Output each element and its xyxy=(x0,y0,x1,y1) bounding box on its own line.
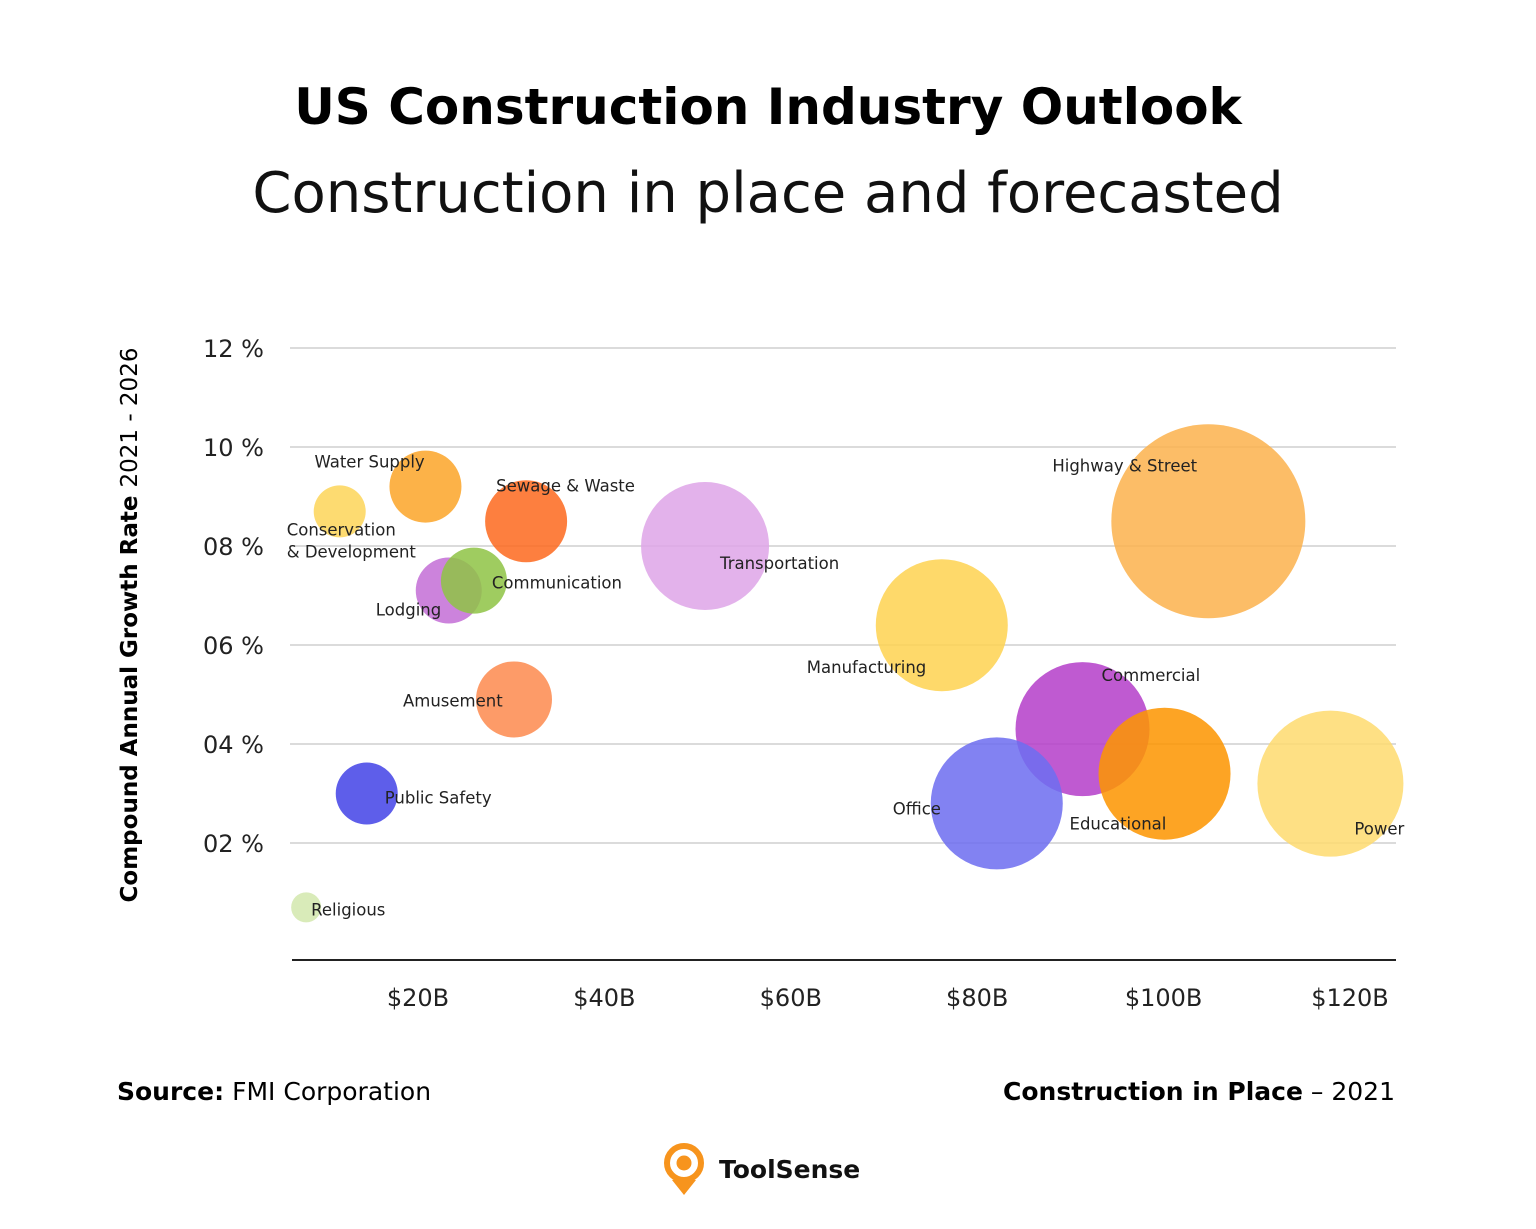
bubble-transportation xyxy=(641,482,770,610)
grid xyxy=(290,347,1396,844)
bubble-label: Lodging xyxy=(376,601,441,620)
location-pin-icon xyxy=(664,1143,704,1195)
bubble-educational xyxy=(1098,707,1231,840)
x-axis-ticks: $20B $40B $60B $80B $100B $120B xyxy=(387,984,1389,1012)
bubble-labels: Religious Conservation & Development Water … xyxy=(287,453,1405,920)
bubble-label: Highway & Street xyxy=(1052,456,1197,475)
bubble-conservation xyxy=(313,485,366,538)
y-tick-label: 12 % xyxy=(203,335,264,363)
x-tick-label: $20B xyxy=(387,984,449,1012)
bubble-office xyxy=(930,737,1063,870)
source-note: Source: FMI Corporation xyxy=(117,1077,431,1106)
bubble-label: Power xyxy=(1354,820,1404,839)
bubble-label: Public Safety xyxy=(385,789,492,808)
bubble-label: Commercial xyxy=(1102,666,1201,685)
bubble-religious xyxy=(291,892,322,923)
bubble-label: Conservation & Development xyxy=(287,520,417,561)
x-tick-label: $100B xyxy=(1125,984,1203,1012)
bubble-label: Educational xyxy=(1070,815,1167,834)
y-tick-label: 08 % xyxy=(203,533,264,561)
bubble-highway-street xyxy=(1111,424,1306,619)
source-value: FMI Corporation xyxy=(232,1077,431,1106)
bubble-label: Sewage & Waste xyxy=(496,476,635,495)
bubble-label: Amusement xyxy=(403,691,503,710)
y-tick-label: 02 % xyxy=(203,830,264,858)
x-tick-label: $40B xyxy=(573,984,635,1012)
bubbles xyxy=(291,424,1404,923)
bubble-manufacturing xyxy=(875,559,1008,692)
x-axis-caption: Construction in Place – 2021 xyxy=(1003,1077,1395,1106)
x-caption-label: Construction in Place xyxy=(1003,1077,1303,1106)
y-axis-ticks: 02 % 04 % 06 % 08 % 10 % 12 % xyxy=(203,335,264,858)
bubble-label: Transportation xyxy=(719,554,839,573)
bubble-public-safety xyxy=(335,762,398,825)
bubble-label: Manufacturing xyxy=(807,658,926,677)
x-caption-year: – 2021 xyxy=(1311,1077,1395,1106)
logo-text: ToolSense xyxy=(719,1155,860,1184)
x-tick-label: $60B xyxy=(760,984,822,1012)
y-axis-label: Compound Annual Growth Rate 2021 - 2026 xyxy=(117,348,143,903)
y-tick-label: 10 % xyxy=(203,434,264,462)
source-label: Source: xyxy=(117,1077,224,1106)
y-axis-label-range: 2021 - 2026 xyxy=(117,348,143,488)
chart-subtitle: Construction in place and forecasted xyxy=(252,161,1283,226)
bubble-sewage-waste xyxy=(485,480,568,563)
bubble-amusement xyxy=(475,661,552,738)
toolsense-logo: ToolSense xyxy=(664,1143,860,1195)
y-tick-label: 06 % xyxy=(203,632,264,660)
x-tick-label: $80B xyxy=(946,984,1008,1012)
x-tick-label: $120B xyxy=(1311,984,1389,1012)
bubble-label: Religious xyxy=(311,900,385,919)
bubble-label: Communication xyxy=(492,574,622,593)
bubble-communication xyxy=(440,547,507,614)
y-tick-label: 04 % xyxy=(203,731,264,759)
y-axis-label-bold: Compound Annual Growth Rate xyxy=(117,496,143,903)
bubble-water-supply xyxy=(389,450,462,523)
bubble-power xyxy=(1257,710,1404,857)
bubble-label: Office xyxy=(893,799,941,818)
bubble-label: Water Supply xyxy=(314,453,424,472)
chart-title: US Construction Industry Outlook xyxy=(294,78,1243,136)
